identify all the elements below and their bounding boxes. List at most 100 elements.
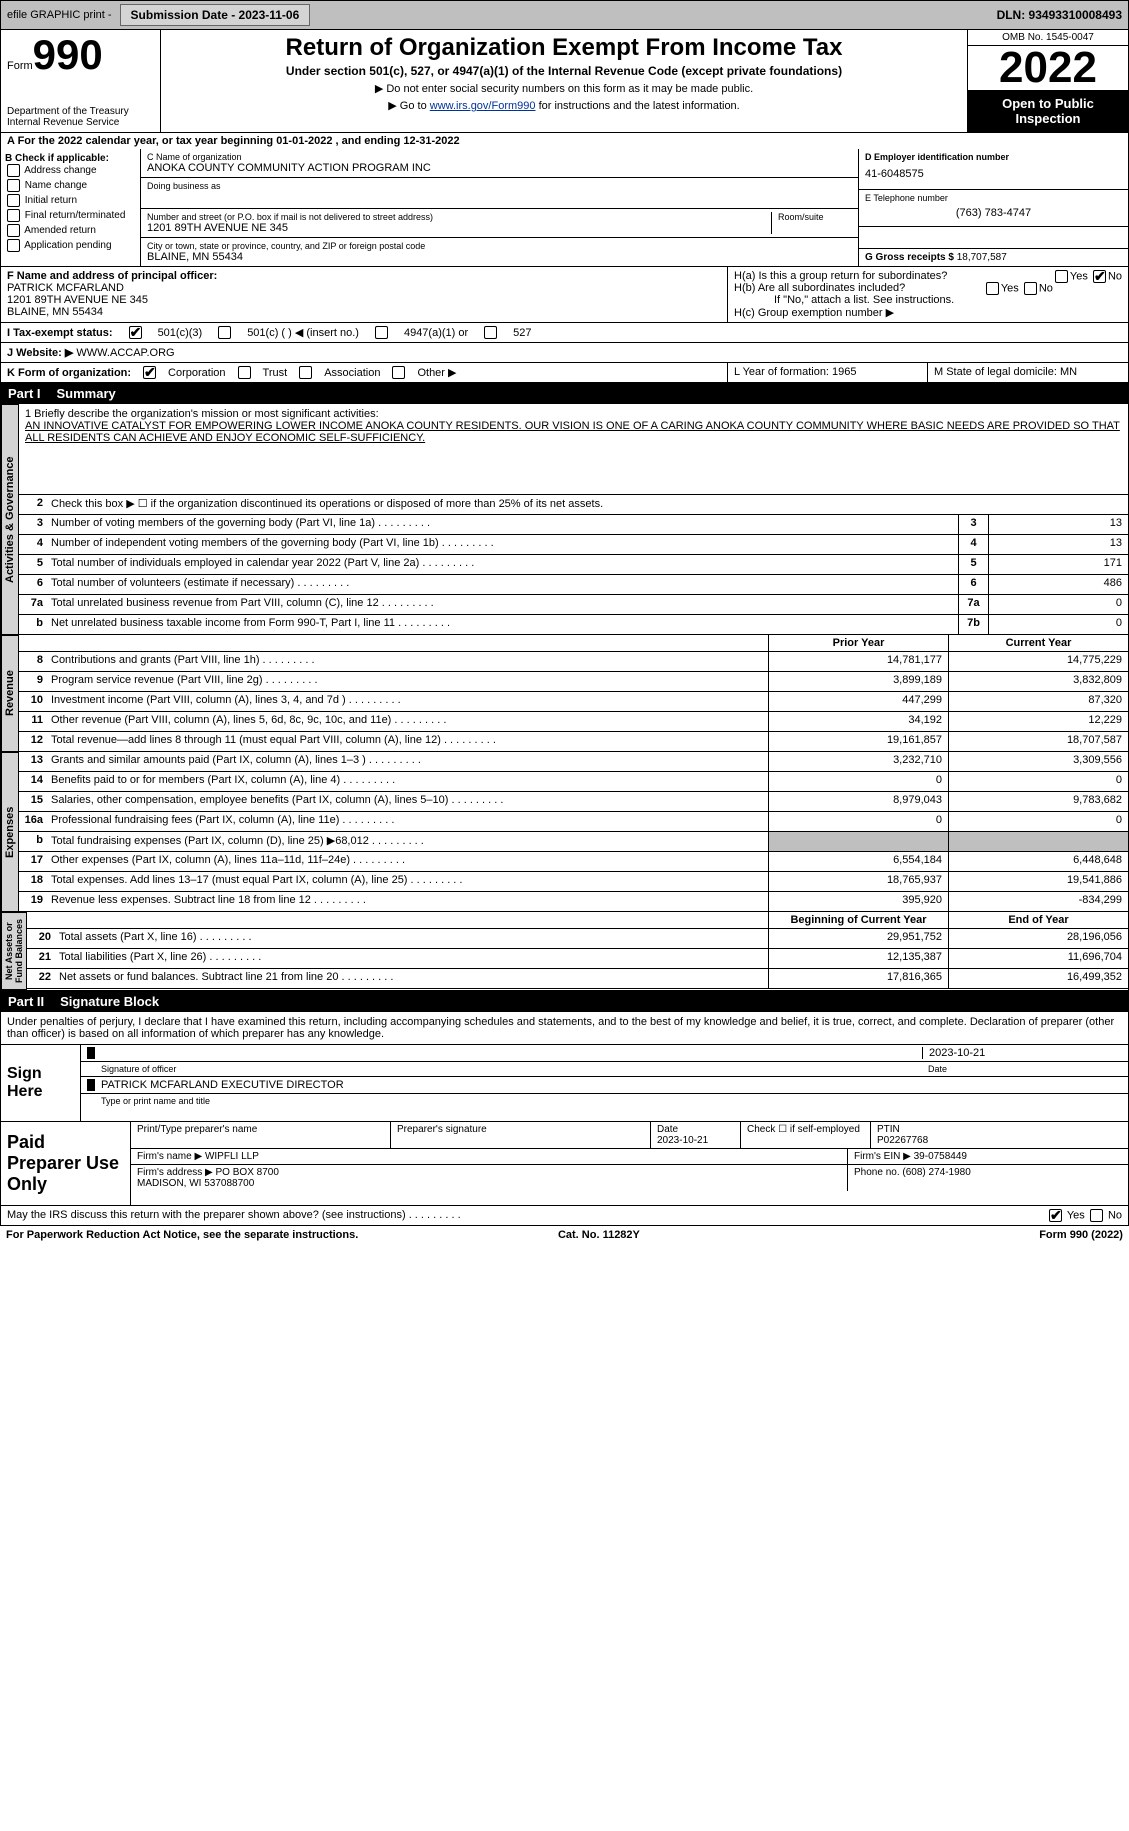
dba-label: Doing business as <box>147 181 852 191</box>
dln-label: DLN: 93493310008493 <box>997 8 1122 22</box>
gross-value: 18,707,587 <box>957 252 1007 263</box>
sig-arrow-icon2 <box>87 1079 95 1091</box>
city-label: City or town, state or province, country… <box>147 241 852 251</box>
firm-phone: (608) 274-1980 <box>902 1167 970 1178</box>
officer-name-title: PATRICK MCFARLAND EXECUTIVE DIRECTOR <box>95 1079 1122 1091</box>
check-app-pending[interactable] <box>7 239 20 252</box>
irs-discuss-row: May the IRS discuss this return with the… <box>0 1206 1129 1226</box>
form-number: 990 <box>33 31 103 78</box>
cat-no: Cat. No. 11282Y <box>558 1229 640 1241</box>
hb-yes[interactable] <box>986 282 999 295</box>
check-address-change[interactable] <box>7 164 20 177</box>
row-k: K Form of organization: Corporation Trus… <box>0 363 1129 383</box>
side-rev: Revenue <box>1 635 19 752</box>
section-c: C Name of organization ANOKA COUNTY COMM… <box>141 149 858 266</box>
irs-link[interactable]: www.irs.gov/Form990 <box>430 100 536 112</box>
chk-trust[interactable] <box>238 366 251 379</box>
officer-addr1: 1201 89TH AVENUE NE 345 <box>7 294 721 306</box>
check-initial-return[interactable] <box>7 194 20 207</box>
part1-title: Summary <box>57 386 116 401</box>
efile-label: efile GRAPHIC print - <box>7 9 112 21</box>
mission-text: AN INNOVATIVE CATALYST FOR EMPOWERING LO… <box>25 420 1122 444</box>
expenses-block: Expenses 13Grants and similar amounts pa… <box>0 752 1129 912</box>
row-i: I Tax-exempt status: 501(c)(3) 501(c) ( … <box>0 323 1129 343</box>
mission-label: 1 Briefly describe the organization's mi… <box>25 408 1122 420</box>
org-name: ANOKA COUNTY COMMUNITY ACTION PROGRAM IN… <box>147 162 852 174</box>
tax-status-label: I Tax-exempt status: <box>7 327 113 339</box>
tax-period: A For the 2022 calendar year, or tax yea… <box>0 133 1129 149</box>
check-amended[interactable] <box>7 224 20 237</box>
penalty-text: Under penalties of perjury, I declare th… <box>0 1012 1129 1045</box>
state-domicile: M State of legal domicile: MN <box>928 363 1128 382</box>
chk-527[interactable] <box>484 326 497 339</box>
line2: Check this box ▶ ☐ if the organization d… <box>47 495 1128 514</box>
check-name-change[interactable] <box>7 179 20 192</box>
part2-num: Part II <box>8 994 44 1009</box>
discuss-yes[interactable] <box>1049 1209 1062 1222</box>
chk-501c[interactable] <box>218 326 231 339</box>
form-year-box: OMB No. 1545-0047 2022 Open to Public In… <box>968 30 1128 132</box>
sig-officer-label: Signature of officer <box>95 1064 922 1074</box>
form-note1: ▶ Do not enter social security numbers o… <box>171 82 957 95</box>
chk-other[interactable] <box>392 366 405 379</box>
sig-date: 2023-10-21 <box>922 1047 1122 1059</box>
date-label: Date <box>922 1064 1122 1074</box>
section-b-label: B Check if applicable: <box>5 153 136 164</box>
website-label: J Website: ▶ <box>7 347 73 359</box>
form-header: Form990 Department of the Treasury Inter… <box>0 30 1129 133</box>
form-title-box: Return of Organization Exempt From Incom… <box>161 30 968 132</box>
ha-no[interactable] <box>1093 270 1106 283</box>
sign-here-block: Sign Here 2023-10-21 Signature of office… <box>0 1045 1129 1122</box>
open-to-public: Open to Public Inspection <box>968 90 1128 132</box>
row-j: J Website: ▶ WWW.ACCAP.ORG <box>0 343 1129 363</box>
ha-yes[interactable] <box>1055 270 1068 283</box>
prep-name-label: Print/Type preparer's name <box>131 1122 391 1148</box>
ein-label: D Employer identification number <box>865 152 1122 162</box>
type-name-label: Type or print name and title <box>95 1096 1122 1106</box>
sign-here-label: Sign Here <box>1 1045 81 1121</box>
current-year-hdr: Current Year <box>948 635 1128 651</box>
submission-date-button[interactable]: Submission Date - 2023-11-06 <box>120 4 311 26</box>
hb-label: H(b) Are all subordinates included? <box>734 282 905 294</box>
tax-year: 2022 <box>968 46 1128 90</box>
mission-block: 1 Briefly describe the organization's mi… <box>19 404 1128 495</box>
header-grid: B Check if applicable: Address change Na… <box>0 149 1129 267</box>
chk-501c3[interactable] <box>129 326 142 339</box>
end-year-hdr: End of Year <box>948 912 1128 928</box>
paid-preparer-block: Paid Preparer Use Only Print/Type prepar… <box>0 1122 1129 1206</box>
street-label: Number and street (or P.O. box if mail i… <box>147 212 765 222</box>
city-value: BLAINE, MN 55434 <box>147 251 852 263</box>
netassets-block: Net Assets or Fund Balances Beginning of… <box>0 912 1129 991</box>
discuss-no[interactable] <box>1090 1209 1103 1222</box>
chk-4947[interactable] <box>375 326 388 339</box>
hb-note: If "No," attach a list. See instructions… <box>734 294 1122 306</box>
side-ag: Activities & Governance <box>1 404 19 635</box>
check-final-return[interactable] <box>7 209 20 222</box>
begin-year-hdr: Beginning of Current Year <box>768 912 948 928</box>
ha-label: H(a) Is this a group return for subordin… <box>734 270 947 282</box>
section-f-h: F Name and address of principal officer:… <box>0 267 1129 323</box>
part1-header: Part I Summary <box>0 383 1129 404</box>
website-value: WWW.ACCAP.ORG <box>76 347 174 359</box>
paid-preparer-label: Paid Preparer Use Only <box>1 1122 131 1205</box>
department-label: Department of the Treasury Internal Reve… <box>7 106 154 128</box>
chk-assoc[interactable] <box>299 366 312 379</box>
side-exp: Expenses <box>1 752 19 912</box>
form-title: Return of Organization Exempt From Incom… <box>171 34 957 62</box>
form-org-label: K Form of organization: <box>7 367 131 379</box>
hb-no[interactable] <box>1024 282 1037 295</box>
part1-num: Part I <box>8 386 41 401</box>
form-number-box: Form990 Department of the Treasury Inter… <box>1 30 161 132</box>
prep-date: 2023-10-21 <box>657 1135 708 1146</box>
prior-year-hdr: Prior Year <box>768 635 948 651</box>
revenue-block: Revenue Prior YearCurrent Year 8Contribu… <box>0 635 1129 752</box>
side-na: Net Assets or Fund Balances <box>1 912 27 990</box>
activities-governance: Activities & Governance 1 Briefly descri… <box>0 404 1129 635</box>
footer-bottom: For Paperwork Reduction Act Notice, see … <box>0 1226 1129 1244</box>
officer-addr2: BLAINE, MN 55434 <box>7 306 721 318</box>
prep-sig-label: Preparer's signature <box>391 1122 651 1148</box>
form-note2: ▶ Go to www.irs.gov/Form990 for instruct… <box>171 99 957 112</box>
chk-corp[interactable] <box>143 366 156 379</box>
gross-label: G Gross receipts $ <box>865 252 954 263</box>
officer-label: F Name and address of principal officer: <box>7 270 721 282</box>
